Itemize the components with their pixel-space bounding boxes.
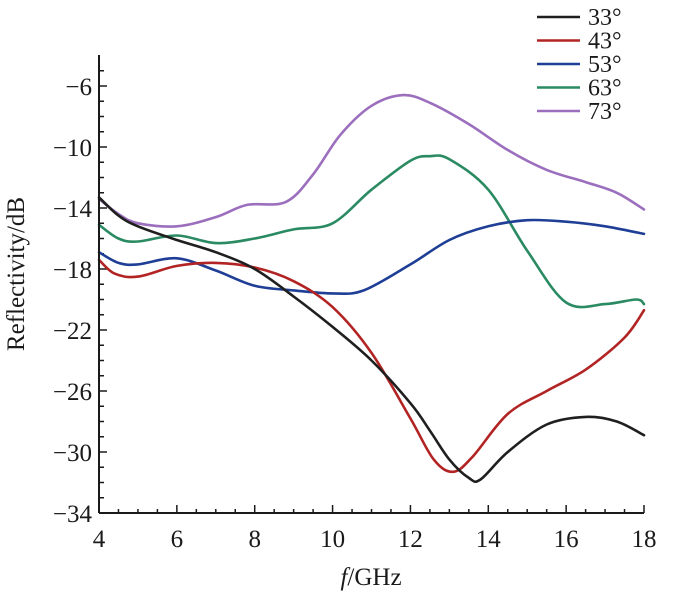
series-line-3	[97, 218, 646, 296]
series-line-1	[97, 196, 646, 484]
y-tick-label: −26	[53, 379, 92, 406]
ticks-layer: 4 6 8 10 12 14 16 18 −6 −10 −14 −18 −22 −26 −30 −34	[53, 70, 657, 553]
plot-area: 4 6 8 10 12 14 16 18 −6 −10 −14 −18 −22 −26 −30 −34	[53, 55, 657, 553]
x-tick-label: 16	[554, 526, 579, 553]
x-tick-label: 10	[320, 526, 345, 553]
y-tick-label: −14	[53, 196, 93, 223]
y-tick-label: −18	[53, 257, 92, 284]
x-axis-label-italic: f	[340, 564, 350, 591]
x-tick-label: 6	[171, 526, 184, 553]
x-tick-label: 4	[93, 526, 106, 553]
x-tick-label: 14	[476, 526, 502, 553]
x-axis-label-unit: /GHz	[347, 564, 401, 591]
x-tick-label: 12	[398, 526, 423, 553]
series-line-5	[97, 93, 646, 228]
legend-label: 33°	[588, 5, 622, 31]
y-axis-label: Reflectivity/dB	[3, 197, 30, 351]
series-layer	[97, 93, 646, 484]
legend-label: 63°	[588, 76, 622, 102]
legend-label: 43°	[588, 29, 622, 55]
x-axis-label: f/GHz	[340, 564, 401, 591]
x-tick-label: 18	[632, 526, 657, 553]
legend: 33°43°53°63°73°	[537, 5, 622, 125]
y-tick-label: −6	[65, 74, 92, 101]
y-tick-label: −30	[53, 440, 92, 467]
legend-label: 53°	[588, 52, 622, 78]
series-line-2	[97, 258, 646, 474]
legend-label: 73°	[588, 99, 622, 125]
y-tick-label: −22	[53, 318, 92, 345]
x-tick-label: 8	[248, 526, 261, 553]
y-tick-label: −10	[53, 135, 92, 162]
y-tick-label: −34	[53, 501, 93, 528]
series-line-4	[97, 154, 646, 309]
